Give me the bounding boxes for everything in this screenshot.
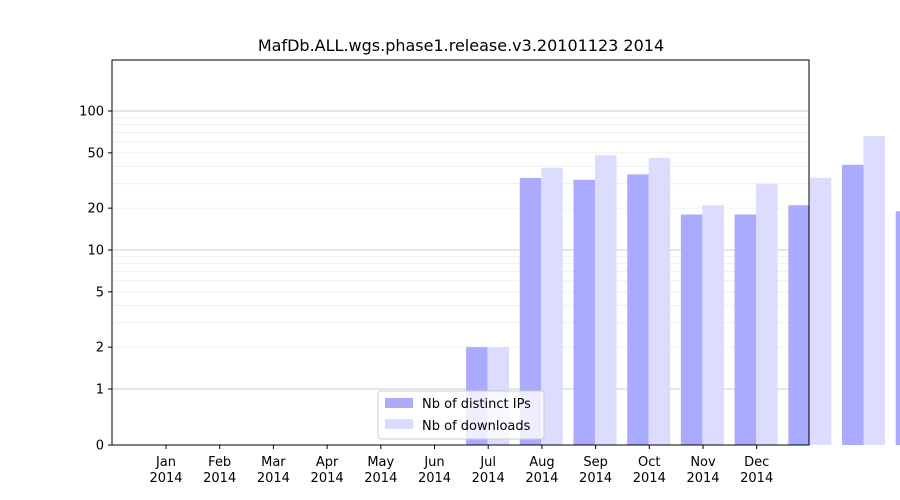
bar-downloads	[702, 205, 724, 445]
x-tick-label-month: Jul	[479, 455, 496, 470]
legend-box	[377, 390, 545, 440]
x-tick-label-month: Mar	[261, 455, 286, 470]
y-tick-label: 50	[87, 146, 104, 161]
x-tick-label-year: 2014	[149, 471, 182, 486]
y-tick-label: 5	[96, 285, 104, 300]
bar-downloads	[648, 157, 671, 446]
x-tick-label-month: Dec	[744, 455, 769, 470]
x-tick-label-year: 2014	[418, 471, 451, 486]
x-tick-label-month: Aug	[529, 455, 554, 470]
legend-swatch-downloads	[385, 419, 413, 429]
bar-downloads	[809, 177, 832, 445]
bar-downloads	[756, 183, 778, 445]
bars	[466, 136, 900, 446]
grid	[112, 110, 809, 390]
bar-downloads	[541, 167, 563, 445]
legend-label-downloads: Nb of downloads	[422, 419, 531, 434]
bar-distinct-ips	[680, 214, 703, 445]
x-tick-label-month: Nov	[690, 455, 716, 470]
x-tick-label-year: 2014	[203, 471, 236, 486]
axes: 0125102050100Jan2014Feb2014Mar2014Apr201…	[79, 59, 810, 486]
x-tick-label-year: 2014	[633, 471, 666, 486]
y-tick-label: 10	[87, 244, 104, 259]
x-tick-label-month: Oct	[638, 455, 660, 470]
bar-distinct-ips	[573, 179, 595, 445]
x-tick-label-month: Feb	[208, 455, 231, 470]
x-tick-label-year: 2014	[257, 471, 290, 486]
x-tick-label-month: May	[367, 455, 394, 470]
x-tick-label-year: 2014	[364, 471, 397, 486]
x-tick-label-year: 2014	[740, 471, 773, 486]
bar-distinct-ips	[895, 211, 900, 445]
y-tick-label: 1	[96, 383, 104, 398]
y-tick-label: 0	[96, 439, 104, 454]
bar-distinct-ips	[627, 174, 649, 445]
x-tick-label-year: 2014	[579, 471, 612, 486]
y-tick-label: 100	[79, 105, 104, 120]
x-tick-label-year: 2014	[311, 471, 344, 486]
x-tick-label-year: 2014	[525, 471, 558, 486]
x-tick-label-month: Jan	[155, 455, 176, 470]
bar-distinct-ips	[842, 164, 864, 445]
x-tick-label-year: 2014	[472, 471, 505, 486]
chart-title: MafDb.ALL.wgs.phase1.release.v3.20101123…	[258, 36, 664, 55]
y-tick-label: 20	[87, 202, 104, 217]
legend: Nb of distinct IPs Nb of downloads	[377, 390, 545, 440]
bar-downloads	[595, 155, 617, 445]
bar-downloads	[863, 136, 885, 446]
plot-frame	[111, 59, 810, 446]
legend-swatch-distinct-ips	[385, 398, 413, 408]
y-tick-label: 2	[96, 341, 104, 356]
bar-distinct-ips	[734, 214, 757, 445]
x-tick-label-month: Apr	[316, 455, 339, 470]
x-tick-label-month: Jun	[423, 455, 444, 470]
x-tick-label-month: Sep	[583, 455, 608, 470]
legend-label-distinct-ips: Nb of distinct IPs	[422, 397, 531, 412]
x-tick-label-year: 2014	[686, 471, 719, 486]
bar-distinct-ips	[519, 177, 542, 445]
bar-distinct-ips	[788, 205, 810, 445]
